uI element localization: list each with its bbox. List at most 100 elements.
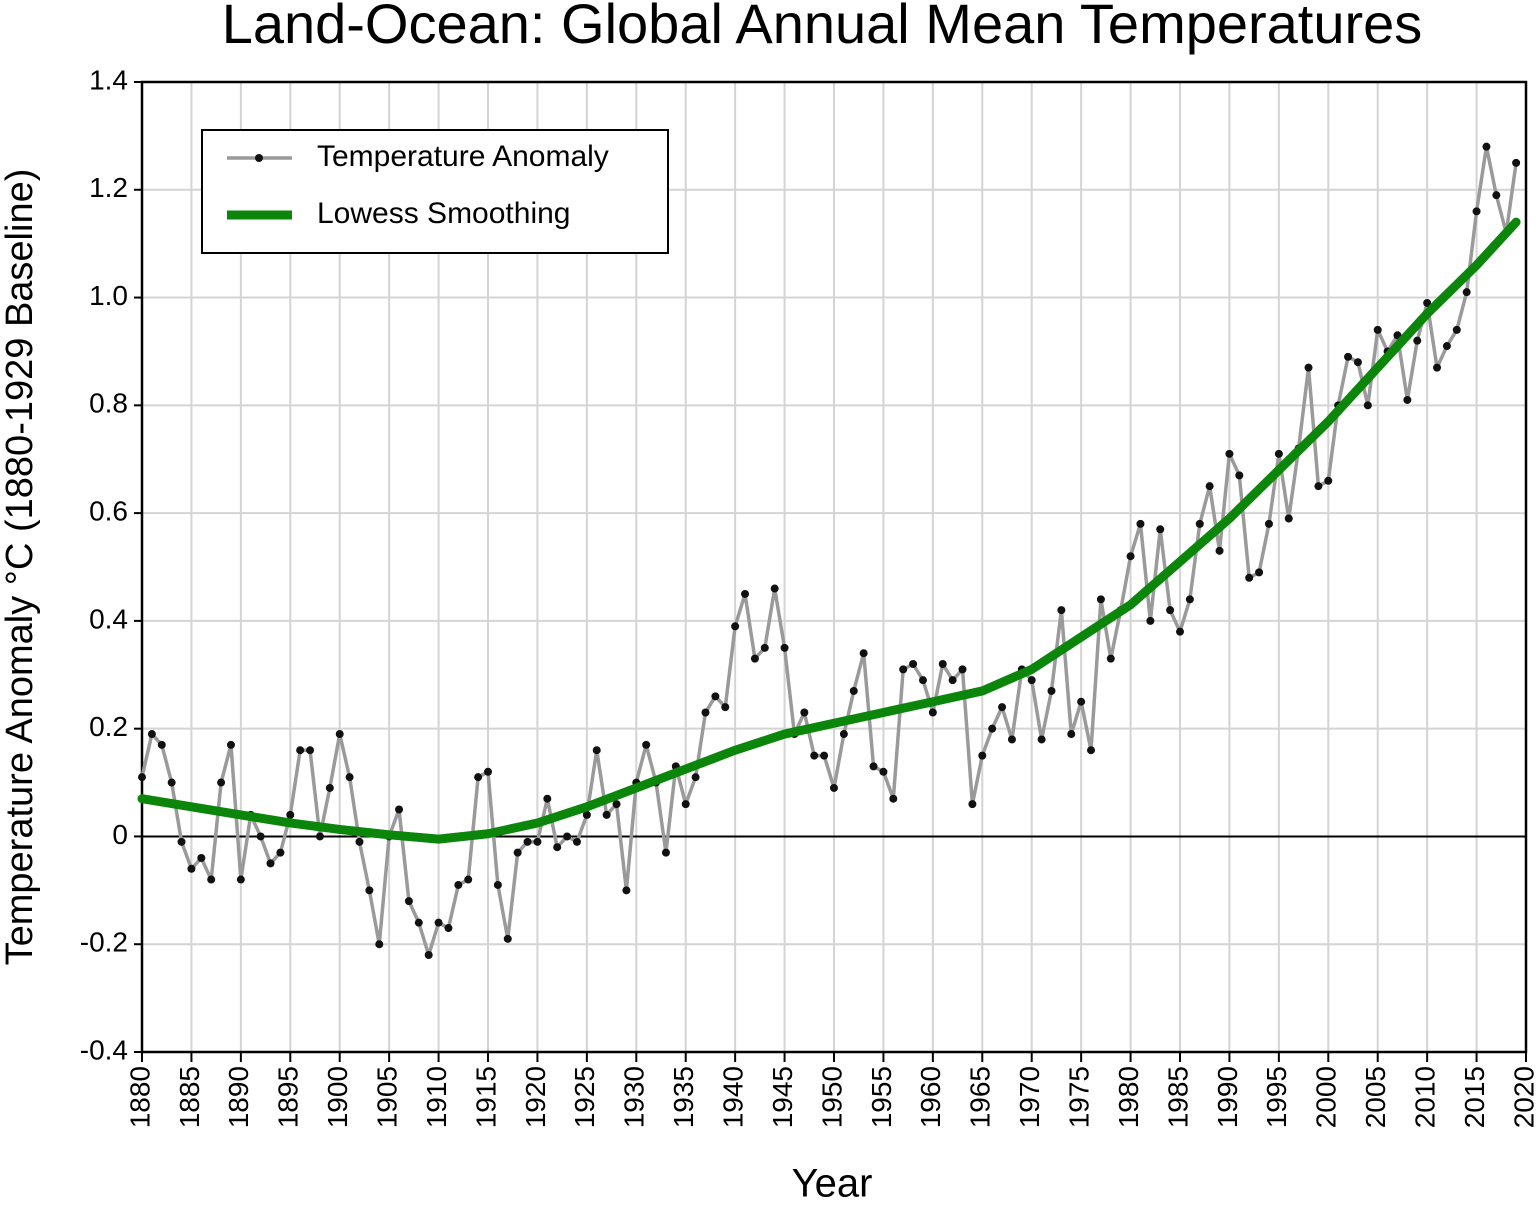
- x-tick-label: 2000: [1311, 1066, 1342, 1128]
- data-point: [1314, 482, 1323, 491]
- y-tick-label: 0.4: [89, 603, 128, 634]
- data-point: [1255, 568, 1264, 577]
- data-point: [197, 854, 206, 862]
- data-point: [859, 649, 868, 658]
- data-point: [1225, 449, 1234, 458]
- x-tick-label: 2015: [1459, 1066, 1490, 1128]
- data-point: [958, 665, 967, 674]
- data-point: [622, 886, 631, 895]
- data-point: [948, 676, 957, 685]
- data-point: [839, 730, 848, 739]
- data-point: [1353, 358, 1362, 367]
- data-point: [701, 708, 710, 717]
- data-point: [315, 832, 324, 841]
- data-point: [909, 660, 918, 668]
- data-point: [177, 837, 186, 846]
- data-point: [1176, 627, 1184, 636]
- y-tick-label: -0.4: [80, 1034, 128, 1065]
- data-point: [454, 880, 463, 889]
- x-tick-label: 1985: [1162, 1066, 1193, 1128]
- data-point: [484, 767, 492, 776]
- data-point: [1245, 573, 1254, 582]
- data-point: [572, 837, 581, 846]
- data-point: [1423, 298, 1432, 307]
- smoothing-line: [137, 217, 1521, 844]
- data-point: [918, 676, 927, 685]
- data-point: [1442, 342, 1451, 351]
- data-point: [849, 686, 858, 695]
- x-tick-label: 1995: [1261, 1066, 1292, 1128]
- data-point: [404, 897, 413, 906]
- data-point: [375, 940, 384, 949]
- data-point: [553, 843, 562, 852]
- data-point: [879, 767, 888, 776]
- legend-marker: [255, 154, 263, 162]
- data-point: [543, 794, 552, 803]
- x-tick-label: 1980: [1113, 1066, 1144, 1128]
- data-point: [1156, 525, 1165, 534]
- data-point: [1037, 735, 1046, 744]
- x-tick-label: 2020: [1508, 1066, 1536, 1128]
- data-point: [335, 730, 344, 739]
- data-point: [256, 832, 265, 841]
- x-axis-label: Year: [792, 1162, 873, 1206]
- data-point: [444, 924, 453, 933]
- data-point: [938, 660, 947, 668]
- x-tick-label: 2010: [1410, 1066, 1441, 1128]
- data-point: [1274, 449, 1283, 458]
- x-tick-label: 1895: [273, 1066, 304, 1128]
- data-point: [1344, 352, 1353, 361]
- data-point: [138, 773, 146, 782]
- data-point: [899, 665, 908, 674]
- x-tick-label: 1945: [767, 1066, 798, 1128]
- x-tick-label: 1960: [915, 1066, 946, 1128]
- data-point: [1363, 401, 1372, 410]
- data-point: [1096, 595, 1105, 604]
- data-point: [1215, 546, 1224, 555]
- data-point: [1492, 191, 1501, 200]
- data-point: [306, 746, 315, 755]
- data-point: [1146, 616, 1155, 625]
- data-point: [513, 848, 522, 857]
- data-point: [1462, 288, 1471, 297]
- data-point: [820, 751, 829, 760]
- data-point: [830, 783, 838, 792]
- data-point: [217, 778, 226, 787]
- data-point: [187, 864, 196, 873]
- x-tick-label: 1965: [965, 1066, 996, 1128]
- data-point: [474, 773, 483, 782]
- y-axis-label: Temperature Anomaly °C (1880-1929 Baseli…: [0, 169, 41, 966]
- data-point: [464, 875, 473, 884]
- x-tick-label: 1890: [223, 1066, 254, 1128]
- x-tick-label: 1930: [619, 1066, 650, 1128]
- data-point: [424, 951, 433, 959]
- data-point: [1324, 476, 1333, 485]
- x-tick-label: 1915: [470, 1066, 501, 1128]
- x-tick-label: 1925: [569, 1066, 600, 1128]
- x-tick-label: 1955: [866, 1066, 897, 1128]
- data-point: [750, 654, 759, 663]
- data-point: [1067, 730, 1076, 739]
- data-point: [1403, 395, 1412, 404]
- chart-title: Land-Ocean: Global Annual Mean Temperatu…: [222, 0, 1423, 55]
- data-point: [1057, 606, 1066, 615]
- data-point: [395, 805, 404, 814]
- data-point: [780, 643, 789, 652]
- data-line: [140, 144, 1518, 957]
- data-point: [1235, 471, 1244, 480]
- x-tick-label: 1900: [322, 1066, 353, 1128]
- data-point: [207, 875, 216, 884]
- data-point: [1512, 158, 1521, 167]
- data-point: [602, 810, 611, 819]
- x-tick-label: 1910: [421, 1066, 452, 1128]
- data-point: [365, 886, 374, 895]
- data-point: [998, 703, 1007, 712]
- y-tick-label: -0.2: [80, 927, 128, 958]
- data-point: [592, 746, 601, 755]
- data-point: [355, 837, 364, 846]
- data-point: [1126, 552, 1135, 561]
- x-tick-label: 2005: [1360, 1066, 1391, 1128]
- data-point: [810, 751, 819, 760]
- y-tick-label: 1.2: [89, 172, 128, 203]
- data-point: [988, 724, 997, 733]
